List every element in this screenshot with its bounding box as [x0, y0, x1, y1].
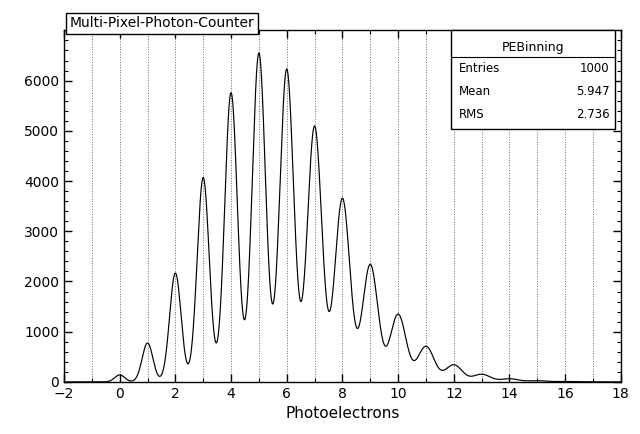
Text: 5.947: 5.947: [576, 85, 610, 98]
Text: 1000: 1000: [580, 62, 610, 75]
Text: Multi-Pixel-Photon-Counter: Multi-Pixel-Photon-Counter: [70, 16, 254, 30]
X-axis label: Photoelectrons: Photoelectrons: [285, 406, 399, 421]
Text: RMS: RMS: [460, 108, 485, 121]
Text: PEBinning: PEBinning: [502, 41, 564, 54]
Text: Entries: Entries: [460, 62, 500, 75]
Text: 2.736: 2.736: [576, 108, 610, 121]
Text: Mean: Mean: [460, 85, 492, 98]
FancyBboxPatch shape: [451, 30, 615, 129]
